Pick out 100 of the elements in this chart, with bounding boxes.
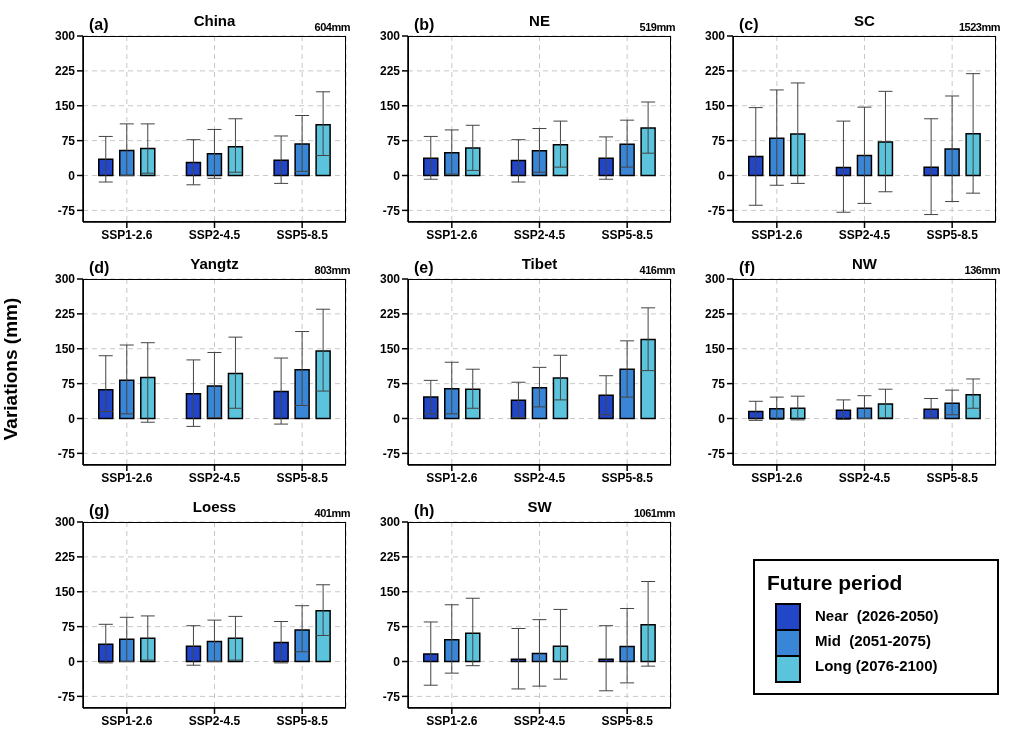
y-tick-label: 225 <box>379 64 401 79</box>
x-tick-label: SSP2-4.5 <box>513 713 566 728</box>
y-tick-label: 300 <box>704 272 726 287</box>
chart-title: NE <box>529 12 550 29</box>
x-tick-label: SSP1-2.6 <box>101 227 153 242</box>
y-tick-label: -75 <box>382 203 401 218</box>
bar <box>315 610 331 663</box>
y-tick-label: 225 <box>379 307 401 322</box>
chart-title: NW <box>852 255 877 272</box>
y-tick-label: 300 <box>379 272 401 287</box>
y-tick-label: 150 <box>379 585 401 600</box>
text: 803mm <box>314 264 350 276</box>
x-tick-label: SSP1-2.6 <box>426 227 478 242</box>
bar <box>465 632 481 663</box>
bar <box>185 393 202 420</box>
y-tick-label: 0 <box>393 654 401 669</box>
x-tick-label: SSP5-8.5 <box>276 227 329 242</box>
y-tick-label: -75 <box>707 446 726 461</box>
y-tick-label: 225 <box>379 550 401 565</box>
bar <box>835 409 852 420</box>
x-tick-label: SSP5-8.5 <box>601 713 654 728</box>
x-tick-label: SSP5-8.5 <box>276 470 329 485</box>
x-tick-label: SSP2-4.5 <box>188 713 241 728</box>
text: (e) <box>414 259 434 277</box>
chart-title: SC <box>854 12 875 29</box>
bar <box>185 645 202 663</box>
y-tick-label: 150 <box>704 342 726 357</box>
chart-title: Yangtz <box>190 255 239 272</box>
text: 604mm <box>314 21 350 33</box>
y-tick-label: 0 <box>68 411 76 426</box>
x-tick-label: SSP2-4.5 <box>513 227 566 242</box>
y-tick-label: 75 <box>386 619 401 634</box>
y-tick-label: 150 <box>704 99 726 114</box>
bar <box>98 158 114 177</box>
bar <box>510 658 527 663</box>
bar <box>748 410 764 420</box>
y-tick-label: 150 <box>54 342 76 357</box>
bar <box>877 141 894 177</box>
x-tick-label: SSP5-8.5 <box>601 227 654 242</box>
y-tick-label: 225 <box>704 307 726 322</box>
bar <box>98 643 114 663</box>
bar <box>206 385 223 420</box>
bar <box>423 653 439 663</box>
chart-title: China <box>193 12 236 29</box>
bar <box>423 157 439 177</box>
y-tick-label: 225 <box>54 307 76 322</box>
legend-label: Long (2076-2100) <box>815 656 939 676</box>
y-tick-label: -75 <box>57 446 76 461</box>
bar <box>227 145 244 177</box>
y-tick-label: 225 <box>54 550 76 565</box>
x-tick-label: SSP1-2.6 <box>426 470 478 485</box>
text: (f) <box>739 259 755 277</box>
y-tick-label: 300 <box>704 29 726 44</box>
x-tick-label: SSP5-8.5 <box>926 470 979 485</box>
y-axis-title: Variations (mm) <box>0 296 22 443</box>
y-tick-label: -75 <box>382 689 401 704</box>
chart-title: Loess <box>192 498 237 515</box>
bar <box>640 338 656 420</box>
x-tick-label: SSP2-4.5 <box>838 470 891 485</box>
y-tick-label: 0 <box>718 411 726 426</box>
bar <box>140 376 156 420</box>
chart-title: Tibet <box>521 255 558 272</box>
bar <box>444 638 460 663</box>
x-tick-label: SSP2-4.5 <box>838 227 891 242</box>
y-tick-label: -75 <box>57 203 76 218</box>
legend-label: Mid (2051-2075) <box>815 631 932 651</box>
text: 401mm <box>314 507 350 519</box>
x-tick-label: SSP1-2.6 <box>101 470 153 485</box>
text: (b) <box>414 16 435 34</box>
y-tick-label: 75 <box>386 133 401 148</box>
y-tick-label: -75 <box>57 689 76 704</box>
y-tick-label: 300 <box>54 272 76 287</box>
x-tick-label: SSP5-8.5 <box>926 227 979 242</box>
text: (g) <box>89 502 110 520</box>
text: (a) <box>89 16 109 34</box>
y-tick-label: -75 <box>382 446 401 461</box>
bar <box>465 147 481 177</box>
text: 1523mm <box>958 21 1000 33</box>
y-tick-label: 300 <box>379 515 401 530</box>
y-tick-label: 225 <box>704 64 726 79</box>
bar <box>227 372 244 420</box>
bar <box>769 137 785 177</box>
x-tick-label: SSP1-2.6 <box>426 713 478 728</box>
y-tick-label: 75 <box>711 376 726 391</box>
bar <box>790 407 806 420</box>
y-tick-label: 0 <box>68 168 76 183</box>
y-tick-label: -75 <box>707 203 726 218</box>
y-tick-label: 225 <box>54 64 76 79</box>
y-tick-label: 300 <box>54 515 76 530</box>
text: 1061mm <box>633 507 675 519</box>
y-tick-label: 300 <box>379 29 401 44</box>
x-tick-label: SSP5-8.5 <box>601 470 654 485</box>
y-tick-label: 75 <box>61 376 76 391</box>
y-tick-label: 150 <box>379 99 401 114</box>
legend-title: Future period <box>767 571 904 595</box>
y-tick-label: 150 <box>379 342 401 357</box>
legend-label: Near (2026-2050) <box>815 606 939 626</box>
x-tick-label: SSP5-8.5 <box>276 713 329 728</box>
y-tick-label: 75 <box>61 133 76 148</box>
y-tick-label: 75 <box>386 376 401 391</box>
